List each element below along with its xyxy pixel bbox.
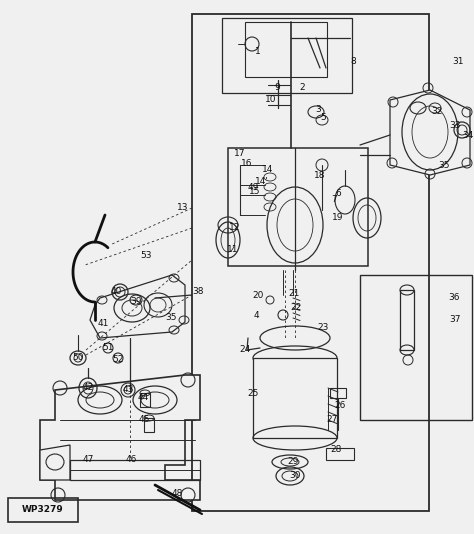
Polygon shape [40,445,70,480]
Bar [192,14,429,511]
Text: 3: 3 [315,106,321,114]
Bar [144,418,154,432]
Bar [140,393,150,407]
Text: 8: 8 [350,58,356,67]
Text: 19: 19 [332,214,344,223]
Text: 36: 36 [448,294,460,302]
Text: 17: 17 [234,150,246,159]
Bar [360,275,472,420]
Text: WP3279: WP3279 [22,506,64,514]
Text: 6: 6 [335,189,341,198]
Bar [8,498,78,522]
Text: 49: 49 [247,184,259,192]
Text: 7: 7 [331,195,337,205]
Text: 2: 2 [299,83,305,92]
Text: 48: 48 [171,489,182,498]
Bar [222,18,352,93]
Text: 14': 14' [255,177,269,186]
Text: 34: 34 [462,131,474,140]
Text: 10: 10 [265,96,277,105]
Polygon shape [90,275,185,338]
Bar [330,388,346,398]
Text: 40: 40 [110,287,122,296]
Text: 33: 33 [449,121,461,130]
Text: 41: 41 [97,318,109,327]
Text: 29: 29 [287,458,299,467]
Text: 37: 37 [449,316,461,325]
Text: 24: 24 [239,345,251,355]
Text: 20: 20 [252,290,264,300]
Text: 1: 1 [255,48,261,57]
Text: 5: 5 [320,114,326,122]
Text: 50: 50 [72,354,84,363]
Text: 32: 32 [431,107,443,116]
Text: 4: 4 [253,310,259,319]
Text: 45: 45 [138,415,150,425]
Text: 51: 51 [102,343,114,352]
Text: 25: 25 [247,389,259,397]
Text: 35: 35 [165,313,177,323]
Bar [326,448,354,460]
Text: 30: 30 [289,472,301,481]
Polygon shape [40,375,200,500]
Text: 42: 42 [82,383,94,392]
Text: 35: 35 [438,161,450,170]
Text: 18: 18 [314,170,326,179]
Text: 43: 43 [122,386,134,395]
Polygon shape [390,90,470,175]
Text: 11: 11 [227,246,239,255]
Text: 26: 26 [334,400,346,410]
Text: 12: 12 [229,224,241,232]
Text: 44: 44 [137,394,149,403]
Bar [70,460,200,480]
Bar [400,290,414,350]
Bar [245,22,327,77]
Text: 52: 52 [112,356,124,365]
Text: 21: 21 [288,288,300,297]
Text: 15: 15 [249,187,261,197]
Bar [253,358,337,438]
Bar [228,148,368,266]
Text: 28: 28 [330,445,342,454]
Text: 23: 23 [317,324,328,333]
Text: 14: 14 [262,166,273,175]
Text: 38: 38 [192,287,204,296]
Text: 16: 16 [241,160,253,169]
Text: 53: 53 [140,252,152,261]
Text: 9: 9 [274,83,280,92]
Text: 46: 46 [125,456,137,465]
Text: 39: 39 [130,296,142,305]
Text: 22: 22 [291,303,301,312]
Text: 47: 47 [82,456,94,465]
Text: 13: 13 [177,203,189,213]
Text: 31: 31 [452,58,464,67]
Text: 27: 27 [326,415,337,425]
